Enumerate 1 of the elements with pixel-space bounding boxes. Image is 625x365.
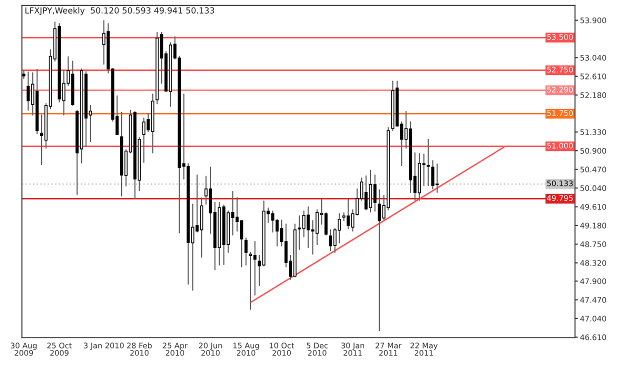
chart-title: LFXJPY,Weekly 50.120 50.593 49.941 50.133: [25, 7, 214, 16]
